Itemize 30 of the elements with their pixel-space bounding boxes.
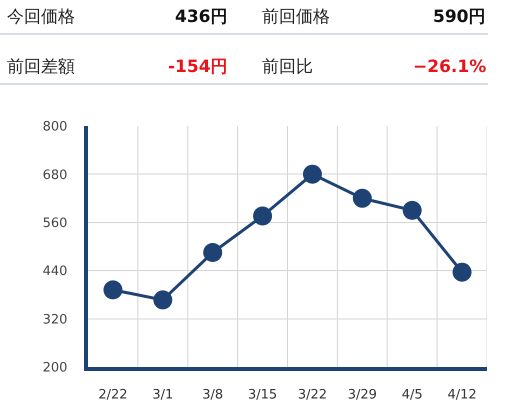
point (352, 188, 372, 208)
y-tick-label: 320 (42, 312, 68, 328)
x-tick-label: 3/1 (152, 388, 174, 403)
x-tick-label: 3/8 (202, 388, 224, 403)
y-tick-label: 680 (42, 168, 68, 183)
y-tick-label: 200 (42, 360, 68, 376)
point (452, 262, 472, 282)
y-tick-label: 800 (42, 120, 68, 135)
text: 436円 (175, 7, 228, 27)
point (103, 280, 122, 300)
point (203, 243, 222, 262)
text: 前回比 (262, 57, 313, 77)
x-tick-label: 4/12 (447, 388, 477, 403)
text: 今回価格 (7, 7, 75, 27)
text: 前回価格 (262, 7, 330, 27)
text: 590円 (433, 7, 486, 27)
x-tick-label: 2/22 (98, 388, 128, 403)
x-tick-label: 3/15 (248, 388, 278, 403)
point (153, 290, 172, 310)
y-tick-label: 440 (42, 264, 68, 280)
y-tick-label: 560 (42, 216, 68, 231)
text: −26.1% (413, 57, 486, 77)
point (302, 164, 322, 184)
point (402, 200, 422, 220)
point (253, 206, 272, 226)
x-tick-label: 4/5 (402, 388, 423, 403)
text: -154円 (168, 57, 228, 77)
text: 前回差額 (7, 57, 75, 77)
x-tick-label: 3/29 (348, 388, 377, 403)
x-tick-label: 3/22 (298, 388, 328, 403)
